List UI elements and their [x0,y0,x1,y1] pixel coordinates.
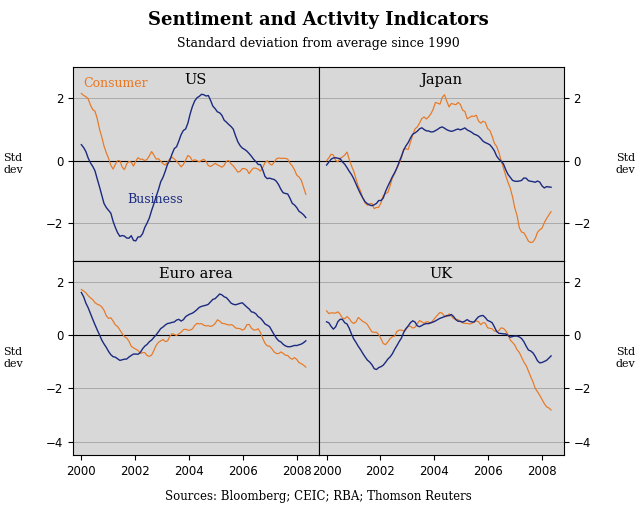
Text: Consumer: Consumer [83,77,148,89]
Text: Std
dev: Std dev [615,153,635,175]
Text: US: US [185,72,207,87]
Text: UK: UK [429,267,453,281]
Text: Std
dev: Std dev [3,347,23,369]
Text: Japan: Japan [420,72,462,87]
Text: Euro area: Euro area [159,267,233,281]
Text: Sentiment and Activity Indicators: Sentiment and Activity Indicators [148,11,489,29]
Text: Standard deviation from average since 1990: Standard deviation from average since 19… [177,37,460,50]
Text: Std
dev: Std dev [3,153,23,175]
Text: Sources: Bloomberg; CEIC; RBA; Thomson Reuters: Sources: Bloomberg; CEIC; RBA; Thomson R… [165,490,472,503]
Text: Std
dev: Std dev [615,347,635,369]
Text: Business: Business [127,193,183,206]
